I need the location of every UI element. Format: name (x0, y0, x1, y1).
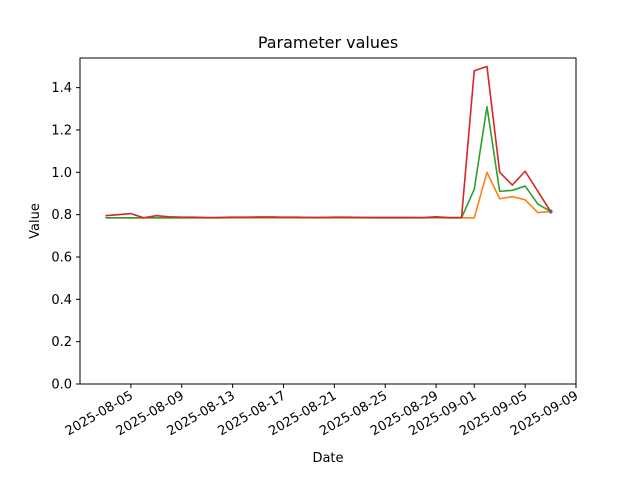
y-axis-label: Value (28, 203, 43, 239)
y-tick-label: 0.6 (51, 250, 72, 265)
y-axis: 0.0 0.2 0.4 0.6 0.8 1.0 1.2 1.4 (51, 81, 80, 393)
y-tick-label: 0.8 (51, 208, 72, 223)
series-layer (105, 65, 553, 219)
y-tick-label: 0.2 (51, 335, 72, 350)
series-line-3 (105, 65, 552, 219)
y-tick-label: 1.0 (51, 166, 72, 181)
y-tick-label: 0.0 (51, 378, 72, 393)
y-tick-label: 1.4 (51, 81, 72, 96)
chart-title: Parameter values (258, 33, 398, 52)
y-tick-label: 1.2 (51, 123, 72, 138)
y-tick-label: 0.4 (51, 293, 72, 308)
plot-frame (79, 57, 577, 385)
x-axis-label: Date (312, 451, 343, 466)
